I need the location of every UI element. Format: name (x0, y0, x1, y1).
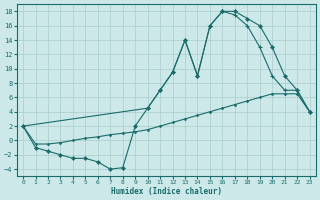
X-axis label: Humidex (Indice chaleur): Humidex (Indice chaleur) (111, 187, 222, 196)
